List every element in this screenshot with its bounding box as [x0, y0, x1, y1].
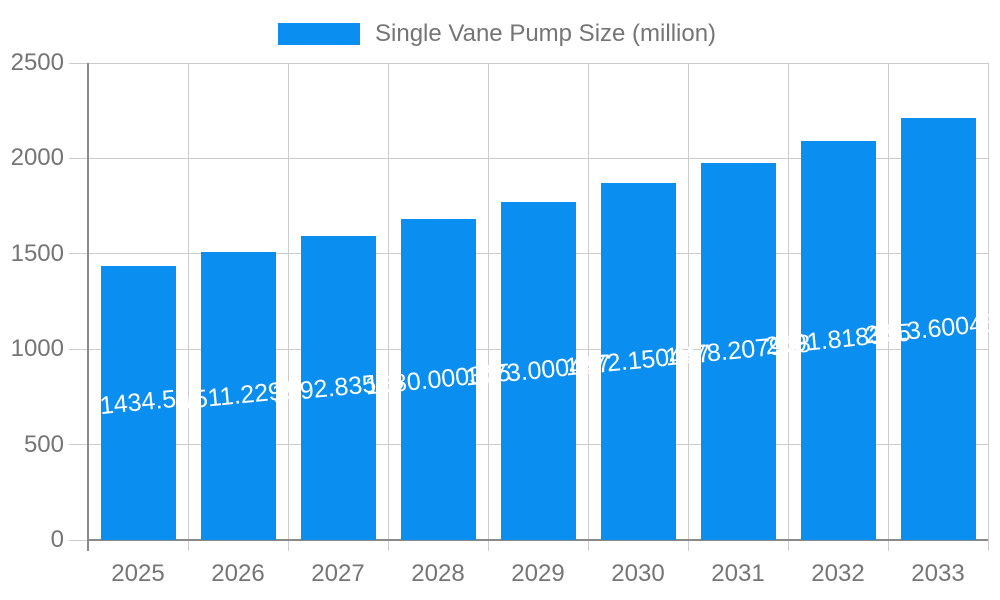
- x-axis-tick-label: 2027: [311, 560, 365, 587]
- bar-2032[interactable]: [800, 140, 876, 540]
- x-axis-tick-label: 2030: [611, 560, 665, 587]
- x-axis-tick-label: 2031: [711, 560, 765, 587]
- y-axis-tick-label: 0: [50, 526, 64, 553]
- y-axis-tick-label: 1500: [10, 239, 64, 267]
- x-gridline: [287, 63, 289, 551]
- bar-2025[interactable]: [100, 266, 176, 540]
- bar-2031[interactable]: [700, 162, 776, 540]
- y-axis-tick-label: 500: [23, 430, 64, 458]
- legend-color-swatch: [278, 23, 360, 45]
- x-gridline: [487, 63, 489, 551]
- y-axis-line: [87, 63, 89, 551]
- x-axis-tick-label: 2028: [411, 560, 465, 587]
- bar-2029[interactable]: [500, 201, 576, 540]
- bar-2030[interactable]: [600, 182, 676, 540]
- y-gridline: [69, 62, 988, 64]
- x-axis-line: [87, 539, 988, 541]
- x-gridline: [687, 63, 689, 551]
- y-gridline: [69, 157, 988, 159]
- bar-2027[interactable]: [300, 236, 376, 540]
- chart-legend: Single Vane Pump Size (million): [278, 20, 716, 48]
- x-gridline: [387, 63, 389, 551]
- x-gridline: [187, 63, 189, 551]
- y-axis-tick-label: 2500: [10, 49, 64, 76]
- bar-2026[interactable]: [200, 251, 276, 540]
- x-gridline: [887, 63, 889, 551]
- bar-2033[interactable]: [900, 117, 976, 540]
- x-gridline: [987, 63, 989, 551]
- y-axis-tick-label: 2000: [10, 144, 64, 172]
- x-gridline: [587, 63, 589, 551]
- x-axis-tick-label: 2029: [511, 560, 565, 587]
- legend-series-label: Single Vane Pump Size (million): [375, 20, 717, 47]
- x-axis-tick-label: 2032: [811, 560, 865, 587]
- x-gridline: [787, 63, 789, 551]
- bar-2028[interactable]: [400, 219, 476, 540]
- x-axis-tick-label: 2026: [211, 560, 265, 587]
- x-axis-tick-label: 2033: [911, 560, 965, 587]
- x-axis-tick-label: 2025: [111, 560, 165, 587]
- y-axis-tick-label: 1000: [10, 335, 64, 363]
